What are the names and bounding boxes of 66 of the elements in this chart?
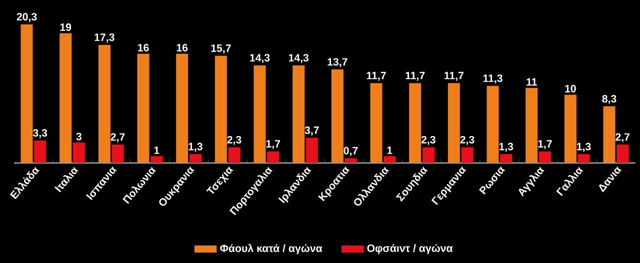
data-label: 2,7 [110, 133, 125, 142]
data-label: 0,7 [344, 146, 358, 156]
bar [254, 65, 266, 163]
bar [422, 147, 434, 163]
bar [98, 44, 110, 163]
data-label: 1,3 [577, 142, 591, 152]
data-label: 14,3 [250, 54, 270, 64]
data-label: 11,7 [444, 72, 464, 81]
data-label: 11 [526, 78, 537, 86]
data-label: 11,3 [483, 74, 502, 84]
data-label: 2,3 [421, 136, 436, 146]
bar [228, 147, 240, 163]
data-label: 1,7 [266, 140, 280, 150]
data-label: 13,7 [328, 58, 348, 68]
data-label: 10 [565, 84, 576, 92]
bar [500, 154, 512, 163]
bar [448, 83, 460, 163]
bar [461, 147, 474, 163]
bar [370, 83, 382, 163]
data-label: 3,3 [32, 129, 48, 138]
data-label: 1 [154, 146, 160, 154]
data-label: 14,3 [288, 54, 309, 64]
data-label: 17,3 [94, 34, 114, 43]
data-label: 19 [60, 23, 72, 31]
bar [564, 94, 576, 163]
data-label: 2,7 [616, 133, 630, 142]
bar [306, 138, 318, 163]
bar [189, 154, 202, 163]
data-label: 2,3 [227, 136, 242, 146]
legend-label: Φάουλ κατά / αγώνα [220, 244, 322, 254]
data-label: 1,3 [188, 142, 202, 152]
bar [344, 158, 357, 163]
data-label: 1 [387, 146, 392, 154]
data-label: 11,7 [366, 72, 386, 81]
data-label: 15,7 [211, 44, 231, 54]
data-label: 1,7 [538, 140, 552, 150]
bar [486, 86, 499, 163]
bar [578, 154, 590, 163]
legend-label: Οφσάιντ / αγώνα [367, 244, 453, 254]
bar [267, 151, 280, 163]
data-label: 3 [76, 132, 82, 140]
data-label: 16 [138, 44, 149, 52]
bar [137, 54, 150, 163]
data-label: 2,3 [460, 136, 474, 146]
bar [538, 151, 551, 163]
bar [60, 33, 72, 163]
bar [616, 144, 629, 163]
bar [331, 69, 344, 163]
data-label: 20,3 [16, 13, 37, 22]
bar [112, 144, 124, 163]
bar [176, 54, 188, 163]
bar [526, 88, 538, 163]
bar [20, 24, 33, 163]
bar [150, 156, 163, 163]
bar [34, 140, 46, 163]
bar [409, 83, 422, 163]
data-label: 3,7 [304, 126, 319, 136]
data-label: 16 [176, 44, 188, 52]
bar [603, 106, 616, 163]
bar [292, 65, 305, 163]
bar [384, 156, 396, 163]
data-label: 11,7 [406, 72, 425, 81]
bar [214, 56, 227, 163]
data-label: 1,3 [499, 142, 514, 152]
bar [72, 142, 85, 163]
data-label: 8,3 [602, 94, 616, 104]
